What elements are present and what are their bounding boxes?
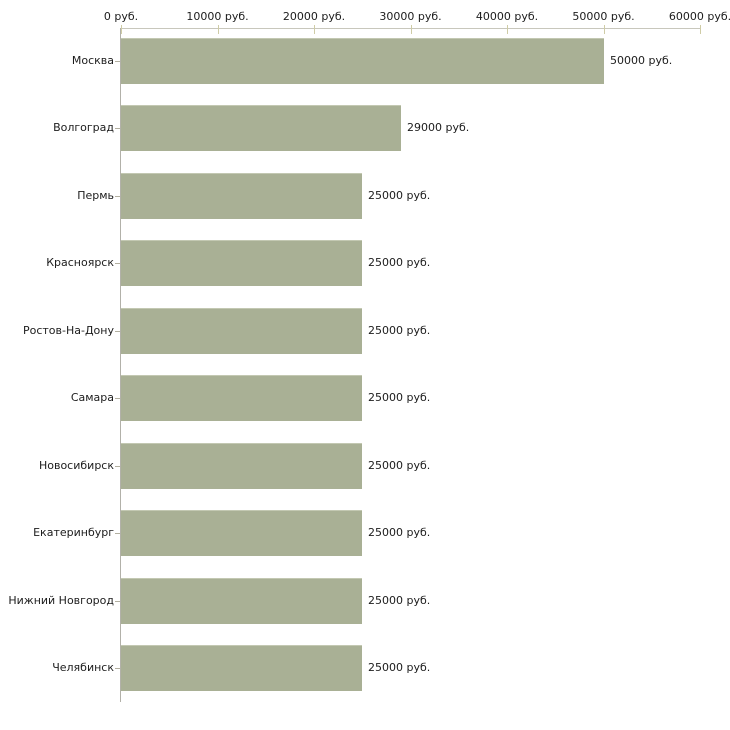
category-label: Волгоград bbox=[53, 121, 114, 135]
category-label: Пермь bbox=[77, 188, 114, 202]
bar bbox=[121, 105, 401, 152]
bar bbox=[121, 375, 362, 422]
category-tick-mark bbox=[115, 465, 120, 467]
bar bbox=[121, 442, 362, 489]
category-tick-mark bbox=[115, 263, 120, 265]
y-axis-line bbox=[120, 28, 121, 702]
bar bbox=[121, 172, 362, 219]
bar bbox=[121, 577, 362, 624]
x-tick-label: 50000 руб. bbox=[572, 10, 635, 23]
value-label: 50000 руб. bbox=[610, 53, 673, 67]
bar bbox=[121, 645, 362, 692]
category-label: Самара bbox=[70, 391, 114, 405]
category-tick-mark bbox=[115, 533, 120, 535]
value-label: 25000 руб. bbox=[368, 391, 431, 405]
category-tick-mark bbox=[115, 668, 120, 670]
bar bbox=[121, 307, 362, 354]
bar bbox=[121, 510, 362, 557]
x-tick-label: 0 руб. bbox=[103, 10, 139, 23]
x-tick-mark bbox=[314, 25, 315, 34]
category-label: Ростов-На-Дону bbox=[22, 323, 114, 337]
x-tick-label: 60000 руб. bbox=[668, 10, 730, 23]
category-tick-mark bbox=[115, 600, 120, 602]
x-tick-mark bbox=[507, 25, 508, 34]
category-label: Челябинск bbox=[52, 661, 114, 675]
category-tick-mark bbox=[115, 330, 120, 332]
category-label: Екатеринбург bbox=[33, 526, 114, 540]
value-label: 25000 руб. bbox=[368, 323, 431, 337]
category-tick-mark bbox=[115, 195, 120, 197]
bar bbox=[121, 37, 604, 84]
category-label: Новосибирск bbox=[38, 458, 114, 472]
x-tick-mark bbox=[603, 25, 605, 34]
value-label: 25000 руб. bbox=[368, 526, 431, 540]
value-label: 25000 руб. bbox=[368, 661, 431, 675]
category-tick-mark bbox=[115, 60, 120, 62]
x-tick-label: 10000 руб. bbox=[186, 10, 249, 23]
x-tick-label: 20000 руб. bbox=[282, 10, 346, 23]
category-label: Москва bbox=[71, 53, 114, 67]
value-label: 25000 руб. bbox=[368, 458, 431, 472]
value-label: 25000 руб. bbox=[368, 188, 431, 202]
x-tick-label: 30000 руб. bbox=[379, 10, 442, 23]
category-tick-mark bbox=[115, 128, 120, 130]
x-tick-mark bbox=[217, 25, 219, 34]
category-label: Нижний Новгород bbox=[8, 593, 114, 607]
x-tick-mark bbox=[410, 25, 412, 34]
x-tick-label: 40000 руб. bbox=[475, 10, 539, 23]
bar bbox=[121, 240, 362, 287]
value-label: 29000 руб. bbox=[407, 121, 470, 135]
value-label: 25000 руб. bbox=[368, 256, 431, 270]
x-tick-mark bbox=[700, 25, 701, 34]
x-tick-mark bbox=[121, 25, 122, 34]
value-label: 25000 руб. bbox=[368, 593, 431, 607]
category-tick-mark bbox=[115, 398, 120, 400]
category-label: Красноярск bbox=[46, 256, 114, 270]
